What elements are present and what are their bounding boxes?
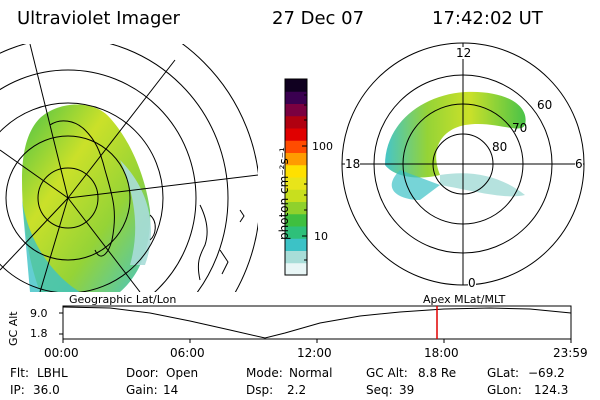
- dsp-label: Dsp:: [246, 383, 274, 397]
- geo-panel-label: Geographic Lat/Lon: [69, 293, 177, 306]
- altitude-ytick-low: 1.8: [30, 327, 48, 340]
- auroral-oval-mag: [385, 91, 526, 178]
- colorbar-segment: [285, 238, 307, 251]
- mlt-label-6: 6: [575, 157, 583, 171]
- glat-label: GLat:: [487, 366, 520, 380]
- time-tick-2359: 23:59: [553, 346, 588, 360]
- colorbar-segment: [285, 213, 307, 227]
- dsp-value: 2.2: [287, 383, 307, 397]
- filter-value: LBHL: [37, 366, 68, 380]
- gain-value: 14: [163, 383, 179, 397]
- time-tick-1800: 18:00: [424, 346, 459, 360]
- mlat-label-70: 70: [512, 121, 528, 135]
- colorbar-segment: [285, 201, 307, 215]
- mlt-label-18: 18: [345, 157, 361, 171]
- colorbar-segment: [285, 115, 307, 129]
- time-tick-1200: 12:00: [297, 346, 332, 360]
- ip-label: IP:: [10, 383, 25, 397]
- time-tick-0000: 00:00: [44, 346, 79, 360]
- mlt-label-12: 12: [456, 46, 472, 60]
- magnetic-image: [341, 42, 585, 286]
- colorbar-segment: [285, 262, 307, 276]
- door-label: Door:: [126, 366, 159, 380]
- filter-label: Flt:: [10, 366, 29, 380]
- colorbar-segment: [285, 226, 307, 239]
- observation-time: 17:42:02 UT: [432, 8, 543, 29]
- ip-value: 36.0: [33, 383, 60, 397]
- geographic-image: [0, 44, 258, 292]
- gain-label: Gain:: [126, 383, 158, 397]
- colorbar-segment: [285, 140, 307, 153]
- colorbar-segment: [285, 177, 307, 190]
- colorbar-segment: [285, 128, 307, 141]
- gc-alt-label: GC Alt:: [366, 366, 408, 380]
- colorbar-unit-label: photon cm⁻²s⁻¹: [277, 147, 291, 240]
- observation-date: 27 Dec 07: [272, 8, 365, 29]
- colorbar-segment: [285, 103, 307, 117]
- glon-label: GLon:: [487, 383, 522, 397]
- altitude-axis-label: GC Alt: [7, 311, 20, 346]
- colorbar-tick-10: 10: [314, 230, 328, 243]
- colorbar-tick-100: 100: [312, 140, 333, 153]
- glat-value: −69.2: [528, 366, 565, 380]
- altitude-ytick-high: 9.0: [30, 307, 48, 320]
- colorbar-segment: [285, 79, 307, 92]
- instrument-title: Ultraviolet Imager: [17, 8, 180, 29]
- color-bar: [285, 79, 307, 276]
- altitude-plot: [59, 305, 572, 343]
- mlat-label-80: 80: [492, 140, 508, 154]
- altitude-curve: [62, 306, 572, 339]
- seq-label: Seq:: [366, 383, 393, 397]
- time-tick-0600: 06:00: [170, 346, 205, 360]
- mag-panel-label: Apex MLat/MLT: [423, 293, 506, 306]
- gc-alt-value: 8.8 Re: [418, 366, 457, 380]
- mode-value: Normal: [289, 366, 333, 380]
- colorbar-segment: [285, 152, 307, 166]
- mode-label: Mode:: [246, 366, 283, 380]
- door-value: Open: [166, 366, 199, 380]
- mlt-label-0: 0: [468, 276, 476, 290]
- colorbar-segment: [285, 250, 307, 264]
- colorbar-segment: [285, 164, 307, 178]
- colorbar-segment: [285, 189, 307, 202]
- colorbar-segment: [285, 91, 307, 104]
- mlat-label-60: 60: [537, 98, 553, 112]
- glon-value: 124.3: [534, 383, 569, 397]
- seq-value: 39: [399, 383, 415, 397]
